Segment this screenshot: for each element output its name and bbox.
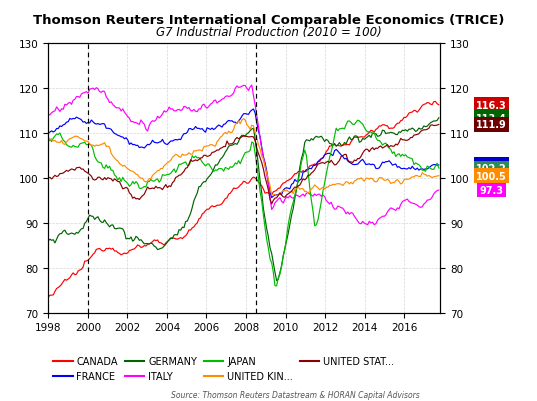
Text: 102.2: 102.2 <box>476 164 507 174</box>
Text: Thomson Reuters International Comparable Economics (TRICE): Thomson Reuters International Comparable… <box>33 14 504 27</box>
Text: 116.3: 116.3 <box>476 101 507 110</box>
Legend: CANADA, FRANCE, GERMANY, ITALY, JAPAN, UNITED KIN..., UNITED STAT...: CANADA, FRANCE, GERMANY, ITALY, JAPAN, U… <box>49 352 398 385</box>
Text: 97.3: 97.3 <box>480 186 503 196</box>
Text: 113.4: 113.4 <box>476 113 507 124</box>
Text: 111.9: 111.9 <box>476 120 507 130</box>
Text: G7 Industrial Production (2010 = 100): G7 Industrial Production (2010 = 100) <box>156 26 381 39</box>
Text: 100.5: 100.5 <box>476 171 507 181</box>
Text: 102.9: 102.9 <box>476 160 507 170</box>
Text: Source: Thomson Reuters Datastream & HORAN Capital Advisors: Source: Thomson Reuters Datastream & HOR… <box>171 390 420 399</box>
